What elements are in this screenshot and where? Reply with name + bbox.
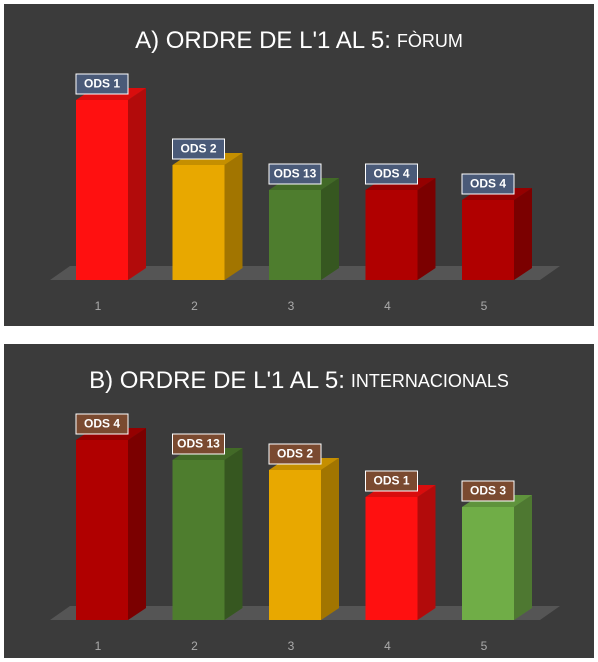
bar (462, 188, 532, 280)
bar (365, 485, 436, 620)
bar-front (172, 460, 225, 620)
bar-front (76, 100, 128, 280)
title-main: B) ORDRE DE L'1 AL 5: (89, 367, 345, 394)
bar-front (462, 507, 514, 620)
bar-front (76, 440, 128, 620)
label-box (172, 433, 225, 455)
bar-label: ODS 1 (84, 77, 120, 91)
bar-label: ODS 4 (373, 167, 409, 181)
x-tick-label: 1 (95, 639, 102, 653)
bar-front (365, 497, 418, 620)
bar-front (269, 190, 321, 280)
title-small: FÒRUM (397, 30, 463, 51)
bar-side (417, 178, 436, 280)
bar-side-shade (224, 153, 243, 280)
bar-side-shade (128, 428, 146, 620)
label-box (75, 413, 129, 435)
title-small: INTERNACIONALS (351, 371, 509, 391)
bar-label: ODS 13 (274, 167, 317, 181)
bar-side-shade (514, 495, 532, 620)
x-tick-label: 4 (384, 639, 391, 653)
bar-side-shade (514, 188, 532, 280)
bar-side-shade (417, 485, 436, 620)
bar-side (514, 188, 532, 280)
title-main: A) ORDRE DE L'1 AL 5: (135, 27, 391, 54)
chart-title: B) ORDRE DE L'1 AL 5: INTERNACIONALS (89, 367, 509, 394)
label-box (461, 173, 515, 195)
bar-label: ODS 2 (277, 447, 313, 461)
bar-front (462, 200, 514, 280)
label-box (268, 163, 322, 185)
label-box (75, 73, 129, 95)
bar-side (224, 153, 243, 280)
bar (365, 178, 436, 280)
bar (172, 448, 243, 620)
bar-front (172, 165, 225, 280)
bar-side-shade (321, 458, 339, 620)
bar-side-shade (224, 448, 243, 620)
bar-label: ODS 13 (177, 437, 220, 451)
label-box (365, 163, 418, 185)
bar (76, 88, 146, 280)
bar-side-shade (417, 178, 436, 280)
bar-side (128, 428, 146, 620)
bar-side-shade (321, 178, 339, 280)
chart-title: A) ORDRE DE L'1 AL 5: FÒRUM (135, 27, 463, 54)
x-tick-label: 3 (288, 299, 295, 313)
bar-front (269, 470, 321, 620)
bar (172, 153, 243, 280)
bar-label: ODS 4 (470, 177, 506, 191)
bar (76, 428, 146, 620)
bar-label: ODS 2 (180, 142, 216, 156)
bar (269, 458, 339, 620)
x-tick-label: 2 (191, 299, 198, 313)
label-box (365, 470, 418, 492)
x-tick-label: 4 (384, 299, 391, 313)
bar-label: ODS 1 (373, 474, 409, 488)
bar-side-shade (128, 88, 146, 280)
x-tick-label: 2 (191, 639, 198, 653)
label-box (461, 480, 515, 502)
x-tick-label: 5 (481, 299, 488, 313)
label-box (268, 443, 322, 465)
bar (269, 178, 339, 280)
x-tick-label: 3 (288, 639, 295, 653)
bar-label: ODS 3 (470, 484, 506, 498)
bar-front (365, 190, 418, 280)
label-box (172, 138, 225, 160)
x-tick-label: 1 (95, 299, 102, 313)
bar-side (514, 495, 532, 620)
bar-side (417, 485, 436, 620)
x-tick-label: 5 (481, 639, 488, 653)
bar-label: ODS 4 (84, 417, 120, 431)
bar (462, 495, 532, 620)
bar-side (321, 178, 339, 280)
bar-side (321, 458, 339, 620)
bar-side (128, 88, 146, 280)
bar-side (224, 448, 243, 620)
